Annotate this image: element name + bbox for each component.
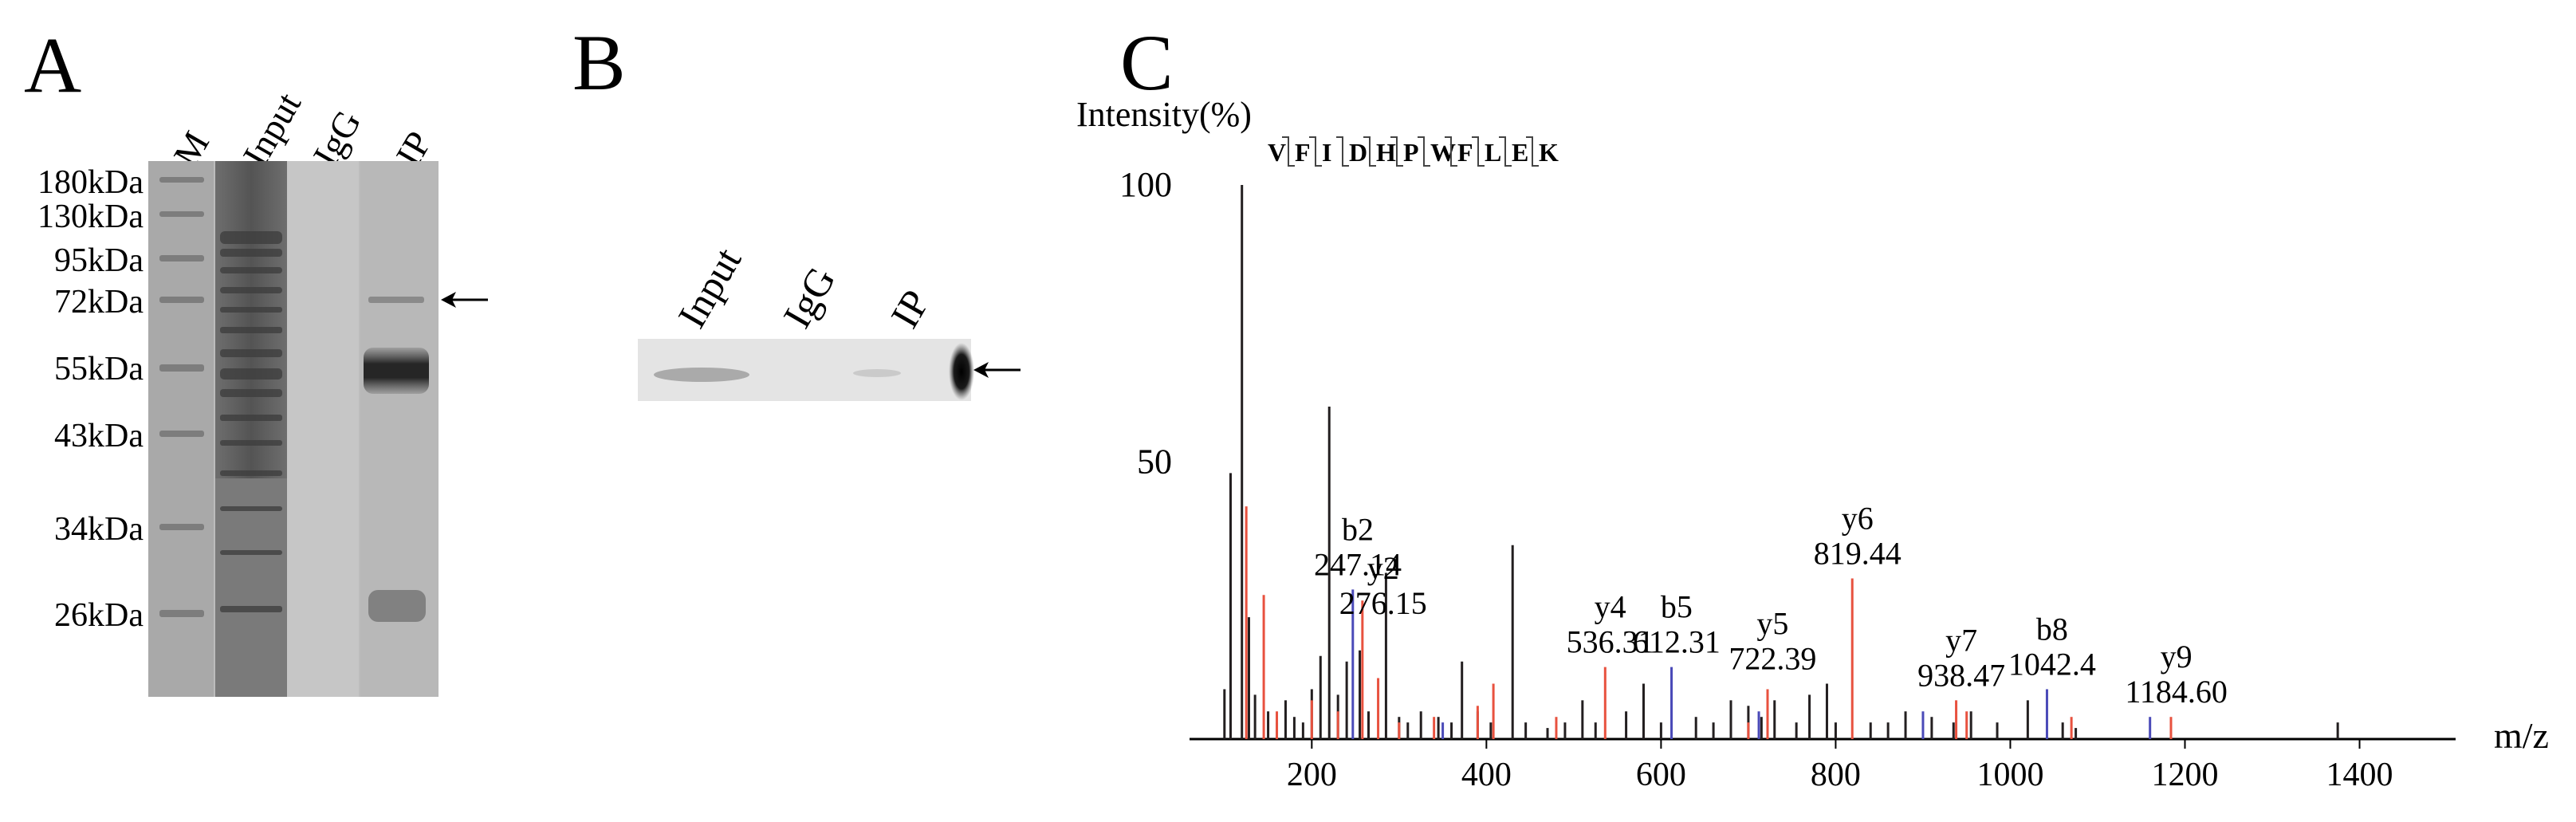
panel-letter-a: A — [24, 21, 81, 109]
ion-label: y4 — [1595, 589, 1626, 625]
spectrum-axes: 200 400 600 800 1000 1200 1400 50 100 — [1119, 165, 2456, 793]
coomassie-gel — [148, 161, 439, 697]
panel-letter-c: C — [1120, 18, 1174, 107]
peptide-residue: E — [1512, 138, 1528, 167]
peptide-residue: W — [1430, 138, 1456, 167]
x-axis-label: m/z — [2494, 715, 2549, 756]
peptide-residue: V — [1268, 138, 1286, 167]
ion-mz-label: 1184.60 — [2125, 674, 2228, 710]
y-axis-label: Intensity(%) — [1076, 95, 1252, 134]
x-tick-label: 600 — [1636, 757, 1686, 793]
marker-label-26kda: 26kDa — [54, 597, 144, 634]
ion-mz-label: 247.14 — [1314, 546, 1402, 582]
western-blot — [638, 339, 974, 401]
ip-target-signal — [949, 343, 974, 400]
peptide-residue: L — [1485, 138, 1501, 167]
panel-a: A M Input IgG IP — [24, 21, 488, 697]
input-lane-bands — [220, 231, 282, 612]
ion-mz-label: 1042.4 — [2008, 646, 2096, 682]
peptide-residue: F — [1295, 138, 1311, 167]
panel-letter-b: B — [572, 18, 626, 107]
ion-label: b2 — [1342, 511, 1374, 547]
fragment-bracket — [1418, 136, 1430, 167]
panel-b: B Input IgG IP — [572, 18, 1021, 401]
fragment-bracket — [1499, 136, 1512, 167]
arrow-icon — [441, 292, 488, 308]
y-tick-label: 100 — [1119, 165, 1172, 204]
peptide-residue: D — [1349, 138, 1367, 167]
ion-mz-label: 819.44 — [1814, 535, 1902, 571]
x-tick-label: 800 — [1811, 757, 1861, 793]
lane-label-input-b: Input — [669, 240, 749, 335]
ion-label: y9 — [2161, 639, 2193, 675]
ion-label: y7 — [1945, 622, 1977, 658]
x-tick-label: 400 — [1461, 757, 1512, 793]
fragment-bracket — [1309, 136, 1322, 167]
fragment-bracket — [1526, 136, 1539, 167]
ion-mz-label: 612.31 — [1633, 624, 1721, 660]
fragment-bracket — [1363, 136, 1376, 167]
peptide-residue: I — [1322, 138, 1331, 167]
ion-mz-label: 276.15 — [1339, 585, 1427, 621]
peptide-residue: F — [1457, 138, 1473, 167]
peptide-residue: K — [1539, 138, 1559, 167]
fragment-bracket — [1282, 136, 1295, 167]
ion-label: y5 — [1756, 606, 1788, 642]
lane-label-input: Input — [234, 85, 309, 173]
peptide-residue: P — [1403, 138, 1419, 167]
ion-label: b5 — [1661, 589, 1693, 625]
ion-label: b8 — [2036, 611, 2068, 647]
ion-label: y2 — [1367, 550, 1399, 586]
peptide-residue: H — [1376, 138, 1396, 167]
marker-label-130kda: 130kDa — [37, 199, 144, 235]
x-tick-label: 1000 — [1976, 757, 2043, 793]
ip-heavy-chain-band — [364, 348, 429, 394]
spectrum-peaks — [1223, 185, 2339, 739]
lane-label-ip-b: IP — [882, 282, 938, 336]
marker-bands — [159, 177, 204, 617]
marker-label-43kda: 43kDa — [54, 418, 144, 454]
marker-label-34kda: 34kDa — [54, 511, 144, 548]
ion-label: y6 — [1842, 500, 1874, 536]
fragment-bracket — [1445, 136, 1457, 167]
marker-label-180kda: 180kDa — [37, 164, 144, 201]
ip-target-band — [368, 297, 424, 303]
arrow-icon — [973, 362, 1021, 378]
x-tick-label: 1400 — [2326, 757, 2393, 793]
marker-label-72kda: 72kDa — [54, 284, 144, 321]
lane-label-igg-b: IgG — [774, 259, 844, 335]
marker-label-55kda: 55kDa — [54, 351, 144, 387]
marker-label-95kda: 95kDa — [54, 242, 144, 279]
x-tick-label: 1200 — [2151, 757, 2218, 793]
x-tick-label: 200 — [1287, 757, 1337, 793]
fragment-bracket — [1472, 136, 1485, 167]
fragment-bracket — [1390, 136, 1403, 167]
ip-light-chain-band — [368, 590, 426, 622]
y-tick-label: 50 — [1137, 442, 1172, 482]
ion-mz-label: 722.39 — [1728, 641, 1816, 677]
fragment-bracket — [1336, 136, 1349, 167]
ion-mz-label: 938.47 — [1917, 657, 2005, 693]
ion-mz-label: 536.31 — [1567, 624, 1654, 660]
